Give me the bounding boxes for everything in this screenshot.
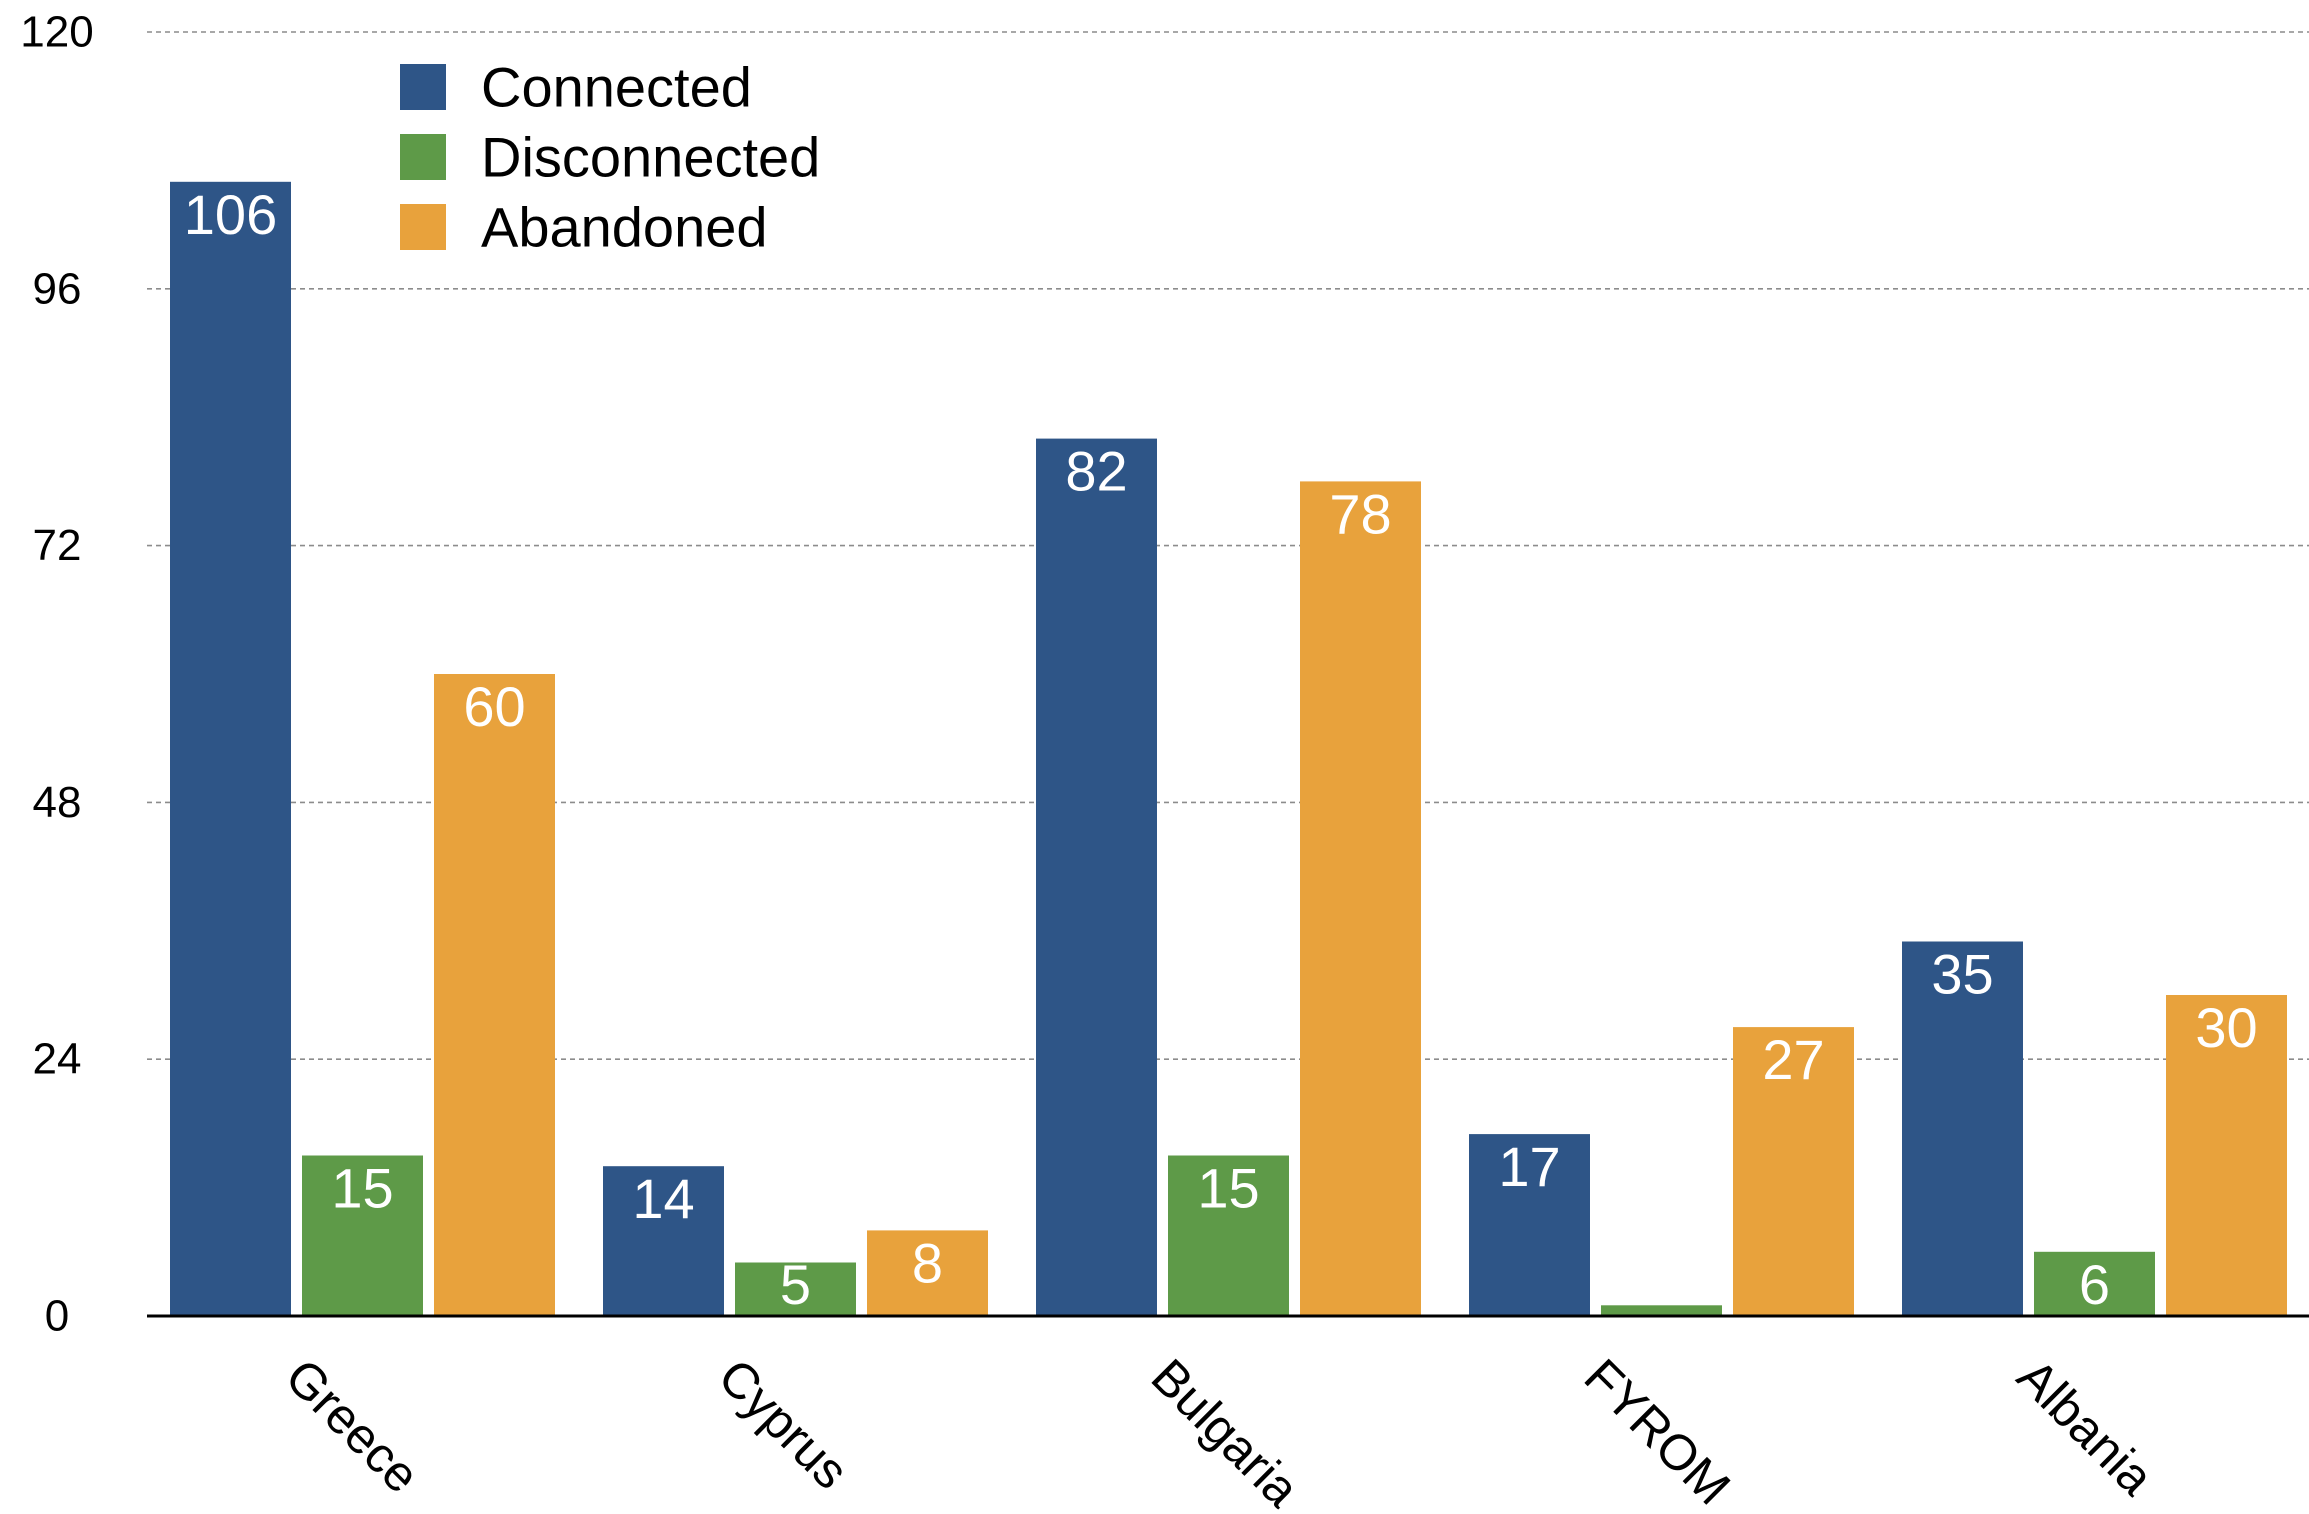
bar-disconnected-bulgaria [1168,1155,1289,1316]
data-label: 8 [912,1231,943,1294]
bar-connected-fyrom [1469,1134,1590,1316]
y-tick-label: 120 [20,8,93,57]
bar-abandoned-albania [2166,995,2287,1316]
legend-swatch-disconnected [400,134,446,180]
bar-connected-bulgaria [1036,438,1157,1317]
y-tick-label: 72 [33,521,82,570]
bar-disconnected-fyrom [1601,1305,1722,1316]
data-label: 106 [184,183,277,246]
data-label: 5 [780,1253,811,1316]
data-label: 14 [632,1167,694,1230]
data-label: 78 [1329,482,1391,545]
data-label: 27 [1762,1028,1824,1091]
y-tick-label: 48 [33,778,82,827]
data-label: 17 [1498,1135,1560,1198]
y-axis-ticks: 0 24 48 72 96 120 [20,8,93,1341]
data-label: 15 [1197,1157,1259,1220]
bar-disconnected-cyprus [735,1262,856,1316]
category-label-greece: Greece [275,1348,431,1504]
category-label-bulgaria: Bulgaria [1141,1348,1310,1514]
bar-disconnected-greece [302,1155,423,1316]
bar-abandoned-cyprus [867,1230,988,1316]
data-label: 30 [2195,996,2257,1059]
data-labels: 106 15 60 14 5 8 82 15 78 17 1 27 35 6 30 [184,183,2258,1316]
data-label: 15 [331,1157,393,1220]
y-tick-label: 24 [33,1035,82,1084]
bar-abandoned-greece [434,674,555,1316]
legend: Connected Disconnected Abandoned [400,56,820,259]
bar-abandoned-fyrom [1733,1027,1854,1316]
bar-connected-albania [1902,941,2023,1316]
legend-swatch-connected [400,64,446,110]
legend-label-connected: Connected [481,56,752,119]
legend-swatch-abandoned [400,204,446,250]
bar-abandoned-bulgaria [1300,481,1421,1316]
legend-label-disconnected: Disconnected [481,126,820,189]
bars [170,181,2287,1317]
bar-disconnected-albania [2034,1251,2155,1316]
bar-connected-cyprus [603,1166,724,1316]
legend-label-abandoned: Abandoned [481,196,768,259]
data-label: 1 [1646,1253,1677,1316]
y-tick-label: 96 [33,264,82,313]
data-label: 60 [463,675,525,738]
x-axis-categories: Greece Cyprus Bulgaria FYROM Albania [275,1348,2165,1514]
y-tick-label: 0 [45,1292,69,1341]
bar-connected-greece [170,181,291,1316]
data-label: 6 [2079,1253,2110,1316]
category-label-albania: Albania [2007,1348,2165,1506]
data-label: 82 [1065,440,1127,503]
data-label: 35 [1931,943,1993,1006]
category-label-cyprus: Cyprus [708,1348,860,1500]
category-label-fyrom: FYROM [1574,1348,1741,1514]
